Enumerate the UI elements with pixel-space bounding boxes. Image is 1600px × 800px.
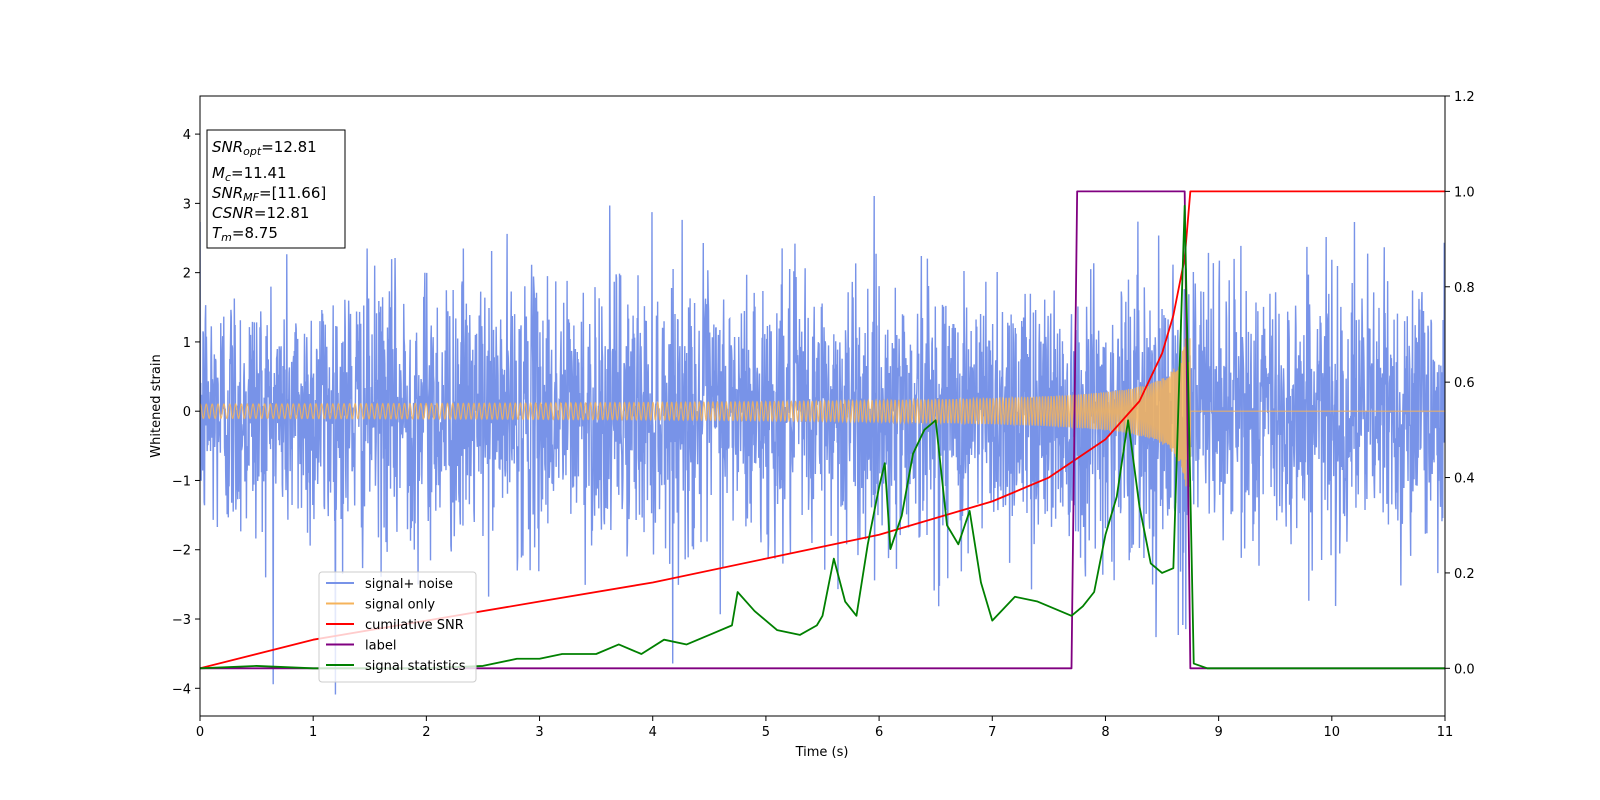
series-signal-only — [200, 338, 1445, 487]
y-left-tick-label: 3 — [183, 197, 191, 212]
y-left-tick-label: 2 — [183, 267, 191, 282]
info-mc-value: =11.41 — [231, 164, 287, 182]
y-right-tick-label: 0.0 — [1454, 662, 1475, 677]
y-axis-right: 0.0 0.2 0.4 0.6 0.8 1.0 1.2 — [1445, 90, 1475, 677]
info-tm-symbol: T — [212, 224, 223, 242]
info-box-frame — [206, 129, 346, 249]
x-tick-label: 1 — [309, 725, 317, 740]
y-left-tick-label: 4 — [183, 128, 191, 143]
legend-entry: signal+ noise — [365, 577, 453, 592]
y-left-tick-label: −3 — [172, 613, 191, 628]
info-mc: Mc=11.41 — [212, 164, 287, 184]
plot-frame — [199, 95, 1446, 717]
legend: signal+ noise signal only cumilative SNR la… — [318, 571, 477, 683]
info-csnr-symbol: CSNR — [212, 204, 254, 222]
y-left-tick-label: −1 — [172, 474, 191, 489]
info-tm: Tm=8.75 — [212, 224, 278, 244]
info-box: SNRopt=12.81 Mc=11.41 SNRMF=[11.66] CSNR… — [206, 129, 346, 249]
y-right-tick-label: 0.8 — [1454, 281, 1475, 296]
series-cumulative-snr — [200, 190, 1445, 670]
y-left-tick-label: 1 — [183, 336, 191, 351]
x-tick-label: 10 — [1324, 725, 1341, 740]
legend-entry: signal statistics — [365, 659, 466, 674]
info-mc-symbol: M — [212, 164, 225, 182]
x-tick-label: 9 — [1214, 725, 1222, 740]
y-right-tick-label: 0.4 — [1454, 472, 1475, 487]
info-snr-opt-symbol: SNR — [212, 138, 243, 156]
info-snr-opt: SNRopt=12.81 — [212, 138, 317, 158]
info-snr-mf-symbol: SNR — [212, 184, 243, 202]
legend-entry: signal only — [365, 598, 435, 613]
x-tick-label: 4 — [649, 725, 657, 740]
x-tick-label: 3 — [535, 725, 543, 740]
series-layer — [200, 190, 1445, 695]
info-snr-mf: SNRMF=[11.66] — [212, 184, 326, 204]
info-csnr-value: =12.81 — [254, 204, 310, 222]
x-tick-label: 8 — [1101, 725, 1109, 740]
info-tm-subscript: m — [221, 231, 232, 244]
x-axis: 0 1 2 3 4 5 6 7 8 9 10 11 — [196, 716, 1453, 740]
legend-entry: label — [365, 639, 396, 654]
info-snr-opt-value: =12.81 — [261, 138, 317, 156]
legend-frame — [318, 571, 477, 683]
y-right-tick-label: 1.0 — [1454, 185, 1475, 200]
x-axis-label: Time (s) — [795, 745, 849, 760]
legend-entry: cumilative SNR — [365, 618, 464, 633]
x-tick-label: 0 — [196, 725, 204, 740]
series-signal-statistics — [200, 204, 1445, 670]
y-right-tick-label: 0.2 — [1454, 567, 1475, 582]
y-axis-label: Whitened strain — [149, 354, 164, 457]
y-axis-left: −4 −3 −2 −1 0 1 2 3 4 — [172, 128, 200, 697]
y-right-tick-label: 1.2 — [1454, 90, 1475, 105]
info-snr-mf-value: =[11.66] — [259, 184, 326, 202]
series-signal-noise — [200, 196, 1445, 695]
x-tick-label: 5 — [762, 725, 770, 740]
y-left-tick-label: −2 — [172, 544, 191, 559]
y-left-tick-label: 0 — [183, 405, 191, 420]
x-tick-label: 7 — [988, 725, 996, 740]
info-csnr: CSNR=12.81 — [212, 204, 309, 222]
info-mc-subscript: c — [225, 171, 231, 184]
x-tick-label: 6 — [875, 725, 883, 740]
y-right-tick-label: 0.6 — [1454, 376, 1475, 391]
info-tm-value: =8.75 — [232, 224, 278, 242]
info-snr-mf-subscript: MF — [243, 191, 259, 204]
x-tick-label: 11 — [1437, 725, 1454, 740]
info-snr-opt-subscript: opt — [243, 145, 262, 158]
x-tick-label: 2 — [422, 725, 430, 740]
y-left-tick-label: −4 — [172, 682, 191, 697]
